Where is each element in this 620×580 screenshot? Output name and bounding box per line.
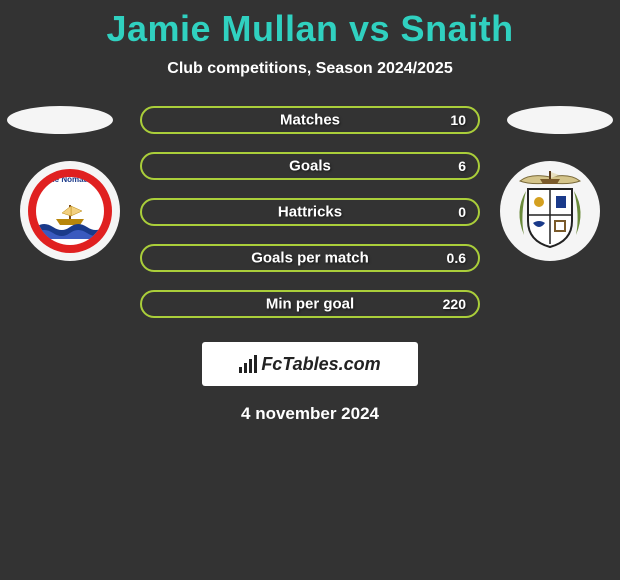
stat-bar-goals-per-match: Goals per match 0.6: [140, 244, 480, 272]
comparison-body: the Nomads: [0, 106, 620, 424]
stat-value: 220: [443, 296, 466, 312]
bar-chart-icon: [239, 355, 257, 373]
fctables-label: FcTables.com: [261, 354, 380, 375]
left-crest-arc-text: the Nomads: [47, 177, 93, 184]
stat-bar-hattricks: Hattricks 0: [140, 198, 480, 226]
comparison-subtitle: Club competitions, Season 2024/2025: [0, 60, 620, 78]
right-crest-inner: [510, 171, 590, 251]
left-player-crest: the Nomads: [20, 161, 120, 261]
left-crest-inner: the Nomads: [36, 177, 104, 245]
left-oval-decoration: [7, 106, 113, 134]
stat-bar-min-per-goal: Min per goal 220: [140, 290, 480, 318]
comparison-title: Jamie Mullan vs Snaith: [0, 0, 620, 50]
datestamp: 4 november 2024: [0, 404, 620, 424]
right-oval-decoration: [507, 106, 613, 134]
stat-value: 6: [458, 158, 466, 174]
stat-label: Goals: [289, 158, 331, 175]
right-player-crest: [500, 161, 600, 261]
stats-bars: Matches 10 Goals 6 Hattricks 0 Goals per…: [140, 106, 480, 318]
stat-value: 0: [458, 204, 466, 220]
fctables-watermark: FcTables.com: [202, 342, 418, 386]
stat-value: 0.6: [447, 250, 466, 266]
shield-icon: [510, 171, 590, 251]
stat-label: Goals per match: [251, 250, 369, 267]
stat-value: 10: [450, 112, 466, 128]
stat-bar-matches: Matches 10: [140, 106, 480, 134]
stat-label: Min per goal: [266, 296, 354, 313]
waves-icon: [36, 221, 104, 239]
stat-label: Hattricks: [278, 204, 342, 221]
stat-label: Matches: [280, 112, 340, 129]
stat-bar-goals: Goals 6: [140, 152, 480, 180]
